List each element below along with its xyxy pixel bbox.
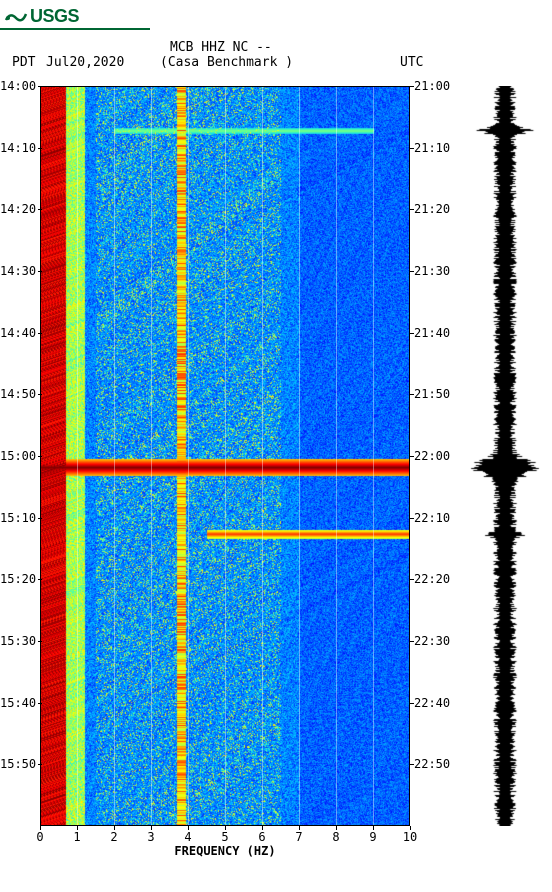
utc-label: UTC	[400, 55, 423, 70]
usgs-logo: USGS	[4, 4, 79, 28]
pdt-label: PDT	[12, 55, 35, 70]
right-time-axis: 21:0021:1021:2021:3021:4021:5022:0022:10…	[412, 86, 454, 826]
frequency-axis-label: FREQUENCY (HZ)	[40, 844, 410, 858]
usgs-wave-icon	[4, 4, 28, 28]
station-name: (Casa Benchmark )	[160, 55, 293, 70]
date-label: Jul20,2020	[46, 55, 124, 70]
waveform-canvas	[465, 86, 545, 826]
logo-underline	[0, 28, 150, 30]
usgs-logo-text: USGS	[30, 6, 79, 27]
station-code: MCB HHZ NC --	[170, 40, 272, 55]
left-time-axis: 14:0014:1014:2014:3014:4014:5015:0015:10…	[0, 86, 38, 826]
spectrogram-plot	[40, 86, 410, 826]
waveform-plot	[465, 86, 545, 826]
